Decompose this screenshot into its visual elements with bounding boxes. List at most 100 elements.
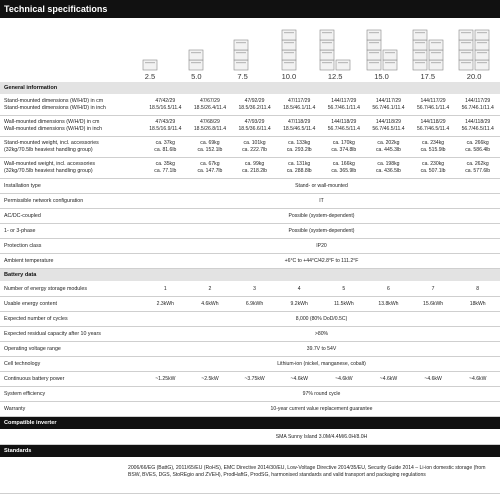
cell-value-line: ca. 365.9lb xyxy=(331,167,357,174)
cell-value-line: ca. 99kg xyxy=(244,161,265,167)
cell-value: ca. 37kg ca. 81.6lb xyxy=(143,140,188,153)
cell-value-line: ca. 288.8lb xyxy=(286,167,312,174)
cell-value: 3 xyxy=(253,286,256,292)
section-title: Compatible inverter xyxy=(0,417,500,429)
row-label: Warranty xyxy=(4,406,26,412)
cell-value-line: 56.7/46.1/11.4 xyxy=(461,104,494,111)
cell-value: 8 xyxy=(476,286,480,292)
spanning-value: Lithium-ion (nickel, manganese, cobalt) xyxy=(277,361,366,367)
cell-value-line: ca. 293.2lb xyxy=(286,146,312,153)
cell-value: 144/117/29 56.7/46.1/11.4 xyxy=(411,98,456,111)
cell-value-line: ca. 577.6lb xyxy=(465,167,491,174)
row-label-line: (32kg/70.5lb heaviest handling group) xyxy=(4,146,93,153)
cell-value: 11.5kWh xyxy=(333,301,354,307)
standards-text: 2006/66/EG (BattG), 2011/65/EU (RoHS), E… xyxy=(128,465,490,478)
row-label: Expected number of cycles xyxy=(4,316,68,322)
row-label: Expected residual capacity after 10 year… xyxy=(4,331,101,337)
spanning-value: 8,000 (80% DoD/0.5C) xyxy=(295,316,348,322)
row-separator xyxy=(0,208,500,209)
cell-value-line: ca. 67kg xyxy=(200,161,220,167)
cell-value-line: 56.7/46.5/11.4 xyxy=(461,125,494,132)
cell-value-line: 47/67/29 xyxy=(200,98,220,104)
cell-value: ca. 131kg ca. 288.8lb xyxy=(277,161,322,174)
cell-value-line: 144/117/29 xyxy=(420,98,446,104)
cell-value-line: ca. 147.7lb xyxy=(197,167,223,174)
row-separator xyxy=(0,386,500,387)
cell-value: 47/68/29 18.5/26.8/11.4 xyxy=(188,119,233,132)
section-title: Standards xyxy=(0,445,500,457)
cell-value: ca. 262kg ca. 577.6lb xyxy=(455,161,500,174)
cell-value-line: 56.7/46.5/11.4 xyxy=(327,125,360,132)
cell-value: 6 xyxy=(387,286,390,292)
row-label: System efficiency xyxy=(4,391,46,397)
cell-value: ca. 99kg ca. 218.2lb xyxy=(232,161,277,174)
cell-value-line: ca. 198kg xyxy=(377,161,400,167)
cell-value: 2.3kWh xyxy=(156,301,174,307)
cell-value-line: ca. 202kg xyxy=(377,140,400,146)
section-title: Battery data xyxy=(0,269,500,281)
spanning-value: Possible (system-dependent) xyxy=(288,213,355,219)
row-separator xyxy=(0,326,500,327)
cell-value-line: 18.5/26.8/11.4 xyxy=(193,125,227,132)
row-label: Number of energy storage modules xyxy=(4,286,88,292)
model-label: 2.5 xyxy=(144,72,156,81)
model-label: 17.5 xyxy=(420,72,436,81)
spanning-value: >80% xyxy=(314,331,329,337)
cell-value-line: ca. 445.3lb xyxy=(375,146,401,153)
cell-value-line: 144/118/29 xyxy=(331,119,357,125)
row-separator xyxy=(0,193,500,194)
cell-value-line: ca. 35kg xyxy=(155,161,175,167)
cell-value: 47/42/29 18.5/16.5/11.4 xyxy=(143,98,188,111)
cell-value: 144/117/29 56.7/46.1/11.4 xyxy=(455,98,500,111)
cell-value: 144/118/29 56.7/46.5/11.4 xyxy=(322,119,367,132)
cell-value-line: ca. 234kg xyxy=(422,140,445,146)
cell-value-line: ca. 218.2lb xyxy=(242,167,268,174)
cell-value-line: 18.5/16.9/11.4 xyxy=(149,125,182,132)
cell-value: ca. 35kg ca. 77.1lb xyxy=(143,161,188,174)
row-label: Operating voltage range xyxy=(4,346,61,352)
row-label: Permissible network configuration xyxy=(4,198,84,204)
cell-value: ca. 133kg ca. 293.2lb xyxy=(277,140,322,153)
cell-value-line: ca. 230kg xyxy=(422,161,445,167)
cell-value-line: ca. 131kg xyxy=(288,161,311,167)
row-label-line: Stand-mounted dimensions (W/H/D) in cm xyxy=(4,98,104,104)
row-separator xyxy=(0,401,500,402)
cell-value-line: ca. 166kg xyxy=(332,161,355,167)
cell-value-line: 144/117/29 xyxy=(331,98,357,104)
cell-value-line: ca. 262kg xyxy=(466,161,489,167)
row-label: Stand-mounted dimensions (W/H/D) in cm St… xyxy=(4,98,140,111)
cell-value: ca. 101kg ca. 222.7lb xyxy=(232,140,277,153)
spanning-value: 10-year current value replacement guaran… xyxy=(270,406,373,412)
row-label: Cell technology xyxy=(4,361,41,367)
cell-value-line: ca. 515.9lb xyxy=(420,146,446,153)
row-separator xyxy=(0,268,500,269)
row-separator xyxy=(0,178,500,179)
row-separator xyxy=(0,238,500,239)
model-label: 7.5 xyxy=(237,72,248,81)
row-label: Ambient temperature xyxy=(4,258,54,264)
cell-value: ~4.6kW xyxy=(424,376,442,382)
row-label-line: Stand-mounted weight, incl. accessories xyxy=(4,140,99,146)
cell-value-line: 18.5/46.5/11.4 xyxy=(283,125,316,132)
row-label: Protection class xyxy=(4,243,42,249)
row-separator xyxy=(0,356,500,357)
spanning-value: 97% round cycle xyxy=(302,391,341,397)
cell-value: ca. 166kg ca. 365.9lb xyxy=(322,161,367,174)
spanning-value: 39.7V to 54V xyxy=(306,346,337,352)
cell-value-line: 56.7/46.5/11.4 xyxy=(416,125,450,132)
cell-value-line: 47/43/29 xyxy=(155,119,176,125)
cell-value-line: ca. 133kg xyxy=(288,140,311,146)
cell-value-line: ca. 222.7lb xyxy=(242,146,268,153)
cell-value-line: ca. 374.8lb xyxy=(331,146,357,153)
spanning-value: SMA Sunny Island 3.0M/4.4M/6.0H/8.0H xyxy=(275,434,368,440)
cell-value-line: ca. 507.1lb xyxy=(420,167,446,174)
row-separator xyxy=(0,136,500,137)
cell-value: 4 xyxy=(297,286,301,292)
cell-value: ~4.6kW xyxy=(379,376,398,382)
row-label-line: Wall-mounted dimensions (W/H/D) in cm xyxy=(4,119,100,125)
cell-value-line: ca. 81.6lb xyxy=(154,146,177,153)
model-label: 12.5 xyxy=(327,72,343,81)
cell-value-line: 47/93/29 xyxy=(244,119,265,125)
model-label: 10.0 xyxy=(281,72,297,81)
module-icon xyxy=(142,29,490,71)
